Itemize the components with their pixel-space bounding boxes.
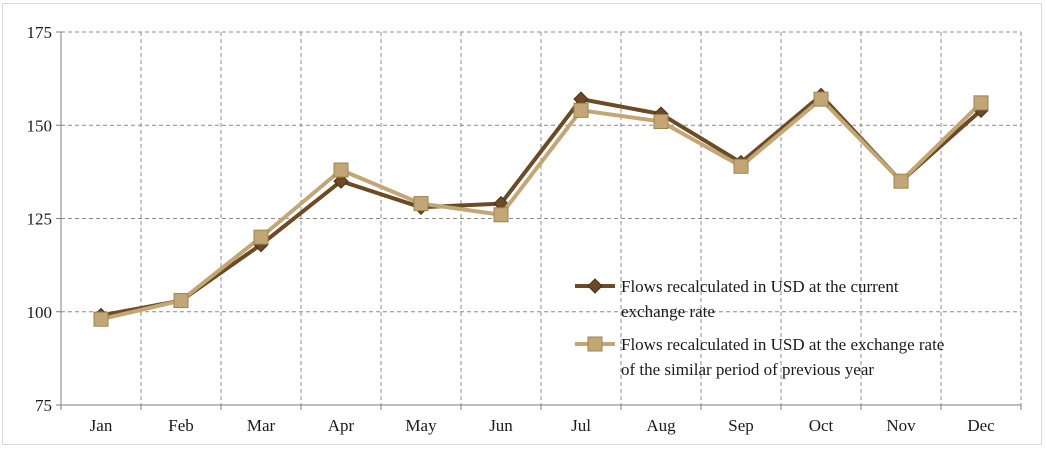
x-tick-label: Oct	[809, 416, 834, 435]
line-chart: 75 100 125 150 175 Jan Feb Mar Apr May Jun Jul Aug Se…	[27, 23, 1022, 435]
x-tick-label: Sep	[728, 416, 754, 435]
series-2	[93, 91, 989, 327]
series-line	[100, 97, 983, 322]
x-tick-label: Aug	[646, 416, 676, 435]
series-lines	[93, 87, 989, 327]
axes: 75 100 125 150 175 Jan Feb Mar Apr May Jun Jul Aug Se…	[27, 23, 1022, 435]
square-data-point	[253, 229, 269, 245]
x-tick-label: Feb	[168, 416, 194, 435]
diamond-data-point	[333, 173, 349, 189]
square-data-point	[573, 102, 589, 118]
square-data-point	[653, 114, 669, 130]
square-data-point	[413, 196, 429, 212]
square-data-point	[893, 173, 909, 189]
grid	[61, 31, 1022, 405]
legend-item-2: Flows recalculated in USD at the exchang…	[575, 335, 944, 379]
square-data-point	[493, 207, 509, 223]
square-data-point	[813, 91, 829, 107]
y-tick-label: 125	[27, 210, 53, 229]
x-tick-label: May	[405, 416, 437, 435]
legend-label: exchange rate	[621, 302, 715, 321]
y-tick-label: 75	[35, 396, 52, 415]
legend: Flows recalculated in USD at the current…	[575, 277, 944, 379]
x-tick-label: Jul	[571, 416, 591, 435]
legend-label: of the similar period of previous year	[621, 360, 874, 379]
legend-square-marker	[587, 336, 603, 352]
legend-diamond-marker	[587, 278, 603, 294]
square-data-point	[973, 95, 989, 111]
y-tick-label: 150	[27, 116, 53, 135]
square-data-point	[93, 311, 109, 327]
x-tick-label: Dec	[967, 416, 995, 435]
square-data-point	[333, 162, 349, 178]
x-tick-label: Jun	[489, 416, 513, 435]
x-tick-label: Jan	[90, 416, 113, 435]
x-tick-label: Mar	[247, 416, 276, 435]
x-tick-label: Apr	[328, 416, 355, 435]
square-data-point	[173, 293, 189, 309]
legend-label: Flows recalculated in USD at the exchang…	[621, 335, 944, 354]
y-tick-label: 100	[27, 303, 53, 322]
chart-frame: 75 100 125 150 175 Jan Feb Mar Apr May Jun Jul Aug Se…	[2, 3, 1042, 445]
y-tick-label: 175	[27, 23, 53, 42]
legend-label: Flows recalculated in USD at the current	[621, 277, 899, 296]
x-tick-label: Nov	[886, 416, 916, 435]
legend-item-1: Flows recalculated in USD at the current…	[575, 277, 899, 321]
series-line	[100, 93, 983, 318]
square-data-point	[733, 158, 749, 174]
